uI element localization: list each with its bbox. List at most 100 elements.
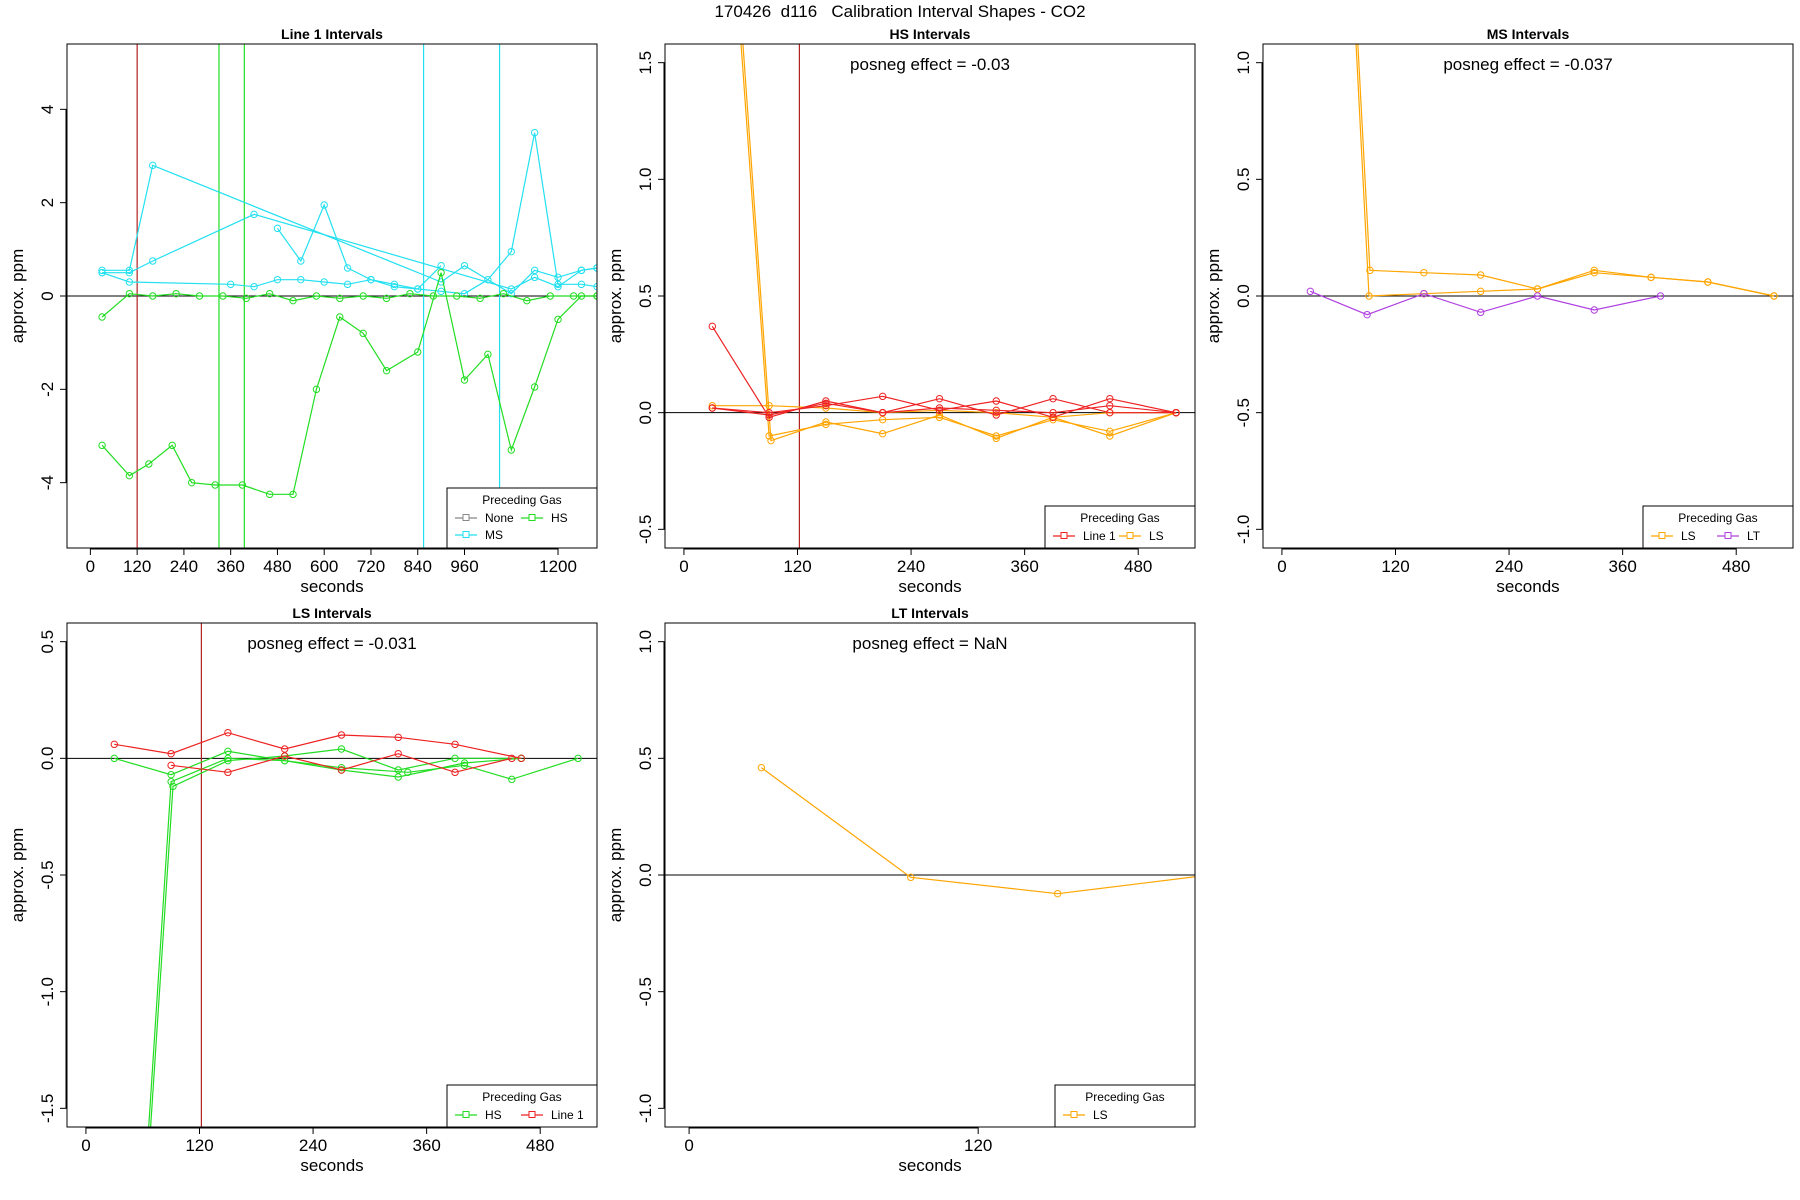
x-tick-label: 0 bbox=[679, 557, 688, 576]
data-point bbox=[765, 401, 773, 410]
data-point bbox=[1354, 36, 1360, 42]
data-point bbox=[1206, 872, 1212, 878]
data-point bbox=[1590, 266, 1598, 275]
data-point bbox=[554, 315, 562, 324]
legend-entry-label: Line 1 bbox=[551, 1108, 584, 1122]
y-tick-label: -0.5 bbox=[38, 860, 57, 889]
series-line-hs bbox=[148, 757, 522, 1127]
data-point bbox=[289, 490, 297, 499]
legend-swatch-marker bbox=[1060, 532, 1068, 539]
data-point bbox=[211, 481, 219, 489]
legend-entry-label: HS bbox=[551, 511, 568, 525]
data-point bbox=[280, 752, 289, 760]
data-point bbox=[476, 294, 484, 303]
data-point bbox=[577, 292, 586, 300]
legend: Preceding Gas None HS MS bbox=[446, 487, 598, 549]
data-point bbox=[1366, 266, 1374, 275]
y-tick-label: 1.0 bbox=[1234, 51, 1253, 75]
data-point bbox=[167, 749, 175, 758]
x-tick-label: 360 bbox=[1608, 557, 1636, 576]
data-point bbox=[822, 401, 830, 410]
chart-title: LT Intervals bbox=[891, 605, 969, 621]
data-point bbox=[935, 413, 944, 422]
data-point bbox=[394, 749, 402, 758]
data-point bbox=[1172, 408, 1180, 417]
data-point bbox=[1647, 273, 1655, 282]
x-axis-label: seconds bbox=[898, 1156, 961, 1175]
data-point bbox=[404, 768, 412, 777]
data-point bbox=[1106, 401, 1114, 410]
data-point bbox=[224, 754, 232, 763]
data-point bbox=[414, 348, 422, 356]
data-point bbox=[382, 366, 391, 375]
x-tick-label: 480 bbox=[526, 1136, 554, 1155]
data-point bbox=[878, 392, 887, 401]
data-point bbox=[242, 294, 250, 303]
plot-area bbox=[1263, 36, 1793, 319]
legend-box bbox=[1044, 505, 1196, 549]
data-point bbox=[390, 280, 399, 289]
data-point bbox=[1476, 287, 1485, 296]
y-tick-label: 1.0 bbox=[636, 168, 655, 192]
x-tick-label: 0 bbox=[86, 557, 95, 576]
chart-panel-hs: HS Intervals 0 120 240 360 480 seconds -0.5 0.0 0… bbox=[606, 26, 1196, 596]
data-point bbox=[359, 292, 367, 300]
data-point bbox=[337, 763, 346, 772]
data-point bbox=[460, 761, 469, 770]
x-tick-label: 120 bbox=[783, 557, 811, 576]
data-point bbox=[1049, 394, 1057, 403]
chart-title: HS Intervals bbox=[890, 26, 971, 42]
data-point bbox=[226, 280, 235, 289]
legend: Preceding Gas LS bbox=[1054, 1084, 1196, 1128]
y-tick-label: -1.0 bbox=[1234, 515, 1253, 544]
data-point bbox=[878, 408, 887, 417]
data-point bbox=[451, 740, 459, 749]
x-tick-label: 360 bbox=[412, 1136, 440, 1155]
data-point bbox=[822, 397, 830, 405]
data-point bbox=[517, 754, 525, 763]
posneg-annotation: posneg effect = -0.037 bbox=[1443, 55, 1612, 74]
x-axis-label: seconds bbox=[1496, 577, 1559, 596]
legend-swatch-marker bbox=[528, 514, 536, 521]
data-point bbox=[1770, 292, 1778, 300]
data-point bbox=[822, 418, 830, 426]
data-point bbox=[1590, 268, 1598, 277]
legend: Preceding Gas LS LT bbox=[1642, 505, 1794, 549]
legend-entry-label: LS bbox=[1681, 529, 1696, 543]
series-line-hs bbox=[114, 750, 579, 780]
legend-swatch-marker bbox=[1070, 1111, 1078, 1118]
data-point bbox=[280, 756, 289, 765]
series-line-hs bbox=[101, 293, 597, 318]
posneg-annotation: posneg effect = -0.031 bbox=[247, 634, 416, 653]
data-point bbox=[224, 768, 232, 777]
y-tick-label: 0.0 bbox=[38, 747, 57, 771]
data-point bbox=[219, 292, 227, 300]
data-point bbox=[169, 782, 177, 791]
data-point bbox=[765, 413, 773, 422]
data-point bbox=[460, 376, 469, 384]
legend-entry-label: None bbox=[485, 511, 514, 525]
data-point bbox=[172, 289, 180, 298]
legend-box bbox=[1054, 1084, 1196, 1128]
data-point bbox=[878, 429, 887, 438]
data-point bbox=[507, 446, 515, 454]
data-point bbox=[708, 404, 717, 412]
x-tick-label: 480 bbox=[1722, 557, 1750, 576]
series-line-hs bbox=[150, 748, 522, 1127]
data-point bbox=[297, 257, 305, 265]
y-tick-label: -0.5 bbox=[1234, 398, 1253, 427]
plot-area bbox=[665, 763, 1212, 898]
data-point bbox=[530, 383, 539, 391]
x-axis-label: seconds bbox=[898, 577, 961, 596]
data-point bbox=[336, 313, 344, 321]
data-point bbox=[451, 754, 459, 763]
plot-frame bbox=[66, 622, 598, 1128]
data-point bbox=[149, 292, 157, 300]
y-tick-label: -2 bbox=[38, 382, 57, 397]
data-point bbox=[822, 420, 830, 429]
data-point bbox=[168, 441, 176, 450]
data-point bbox=[508, 775, 516, 784]
y-tick-label: 0.5 bbox=[38, 630, 57, 654]
data-point bbox=[992, 408, 1000, 417]
series-line-ls bbox=[1357, 44, 1775, 297]
